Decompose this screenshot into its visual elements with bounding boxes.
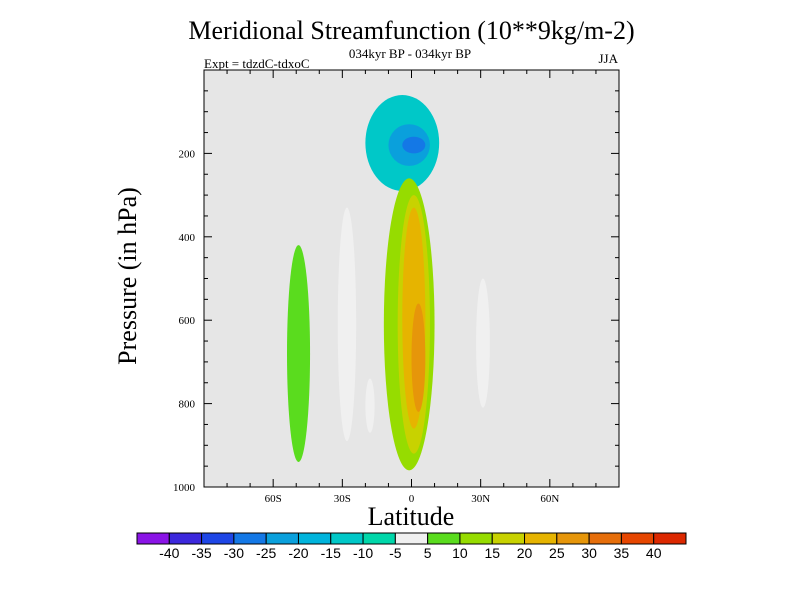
colorbar-swatch [556,532,590,545]
y-tick-label: 600 [179,315,196,327]
colorbar-label: 30 [581,545,597,561]
colorbar-label: -35 [191,545,211,561]
colorbar-swatch [136,532,170,545]
chart-subtitle: 034kyr BP - 034kyr BP [348,46,472,61]
contour-sh-subtropical-negative [337,207,357,442]
colorbar-swatch [459,532,493,545]
experiment-label: Expt = tdzdC-tdxoC [204,56,310,71]
colorbar-swatch [588,532,622,545]
colorbar-swatch [297,532,332,545]
x-tick-label: 30S [334,493,351,505]
colorbar: -40 -35 -30 -25 -20 -15 -10 -5 5 10 15 20 25 30 35 40 [136,532,687,561]
y-tick-label: 800 [179,399,196,411]
colorbar-label: -15 [321,545,341,561]
y-tick-label: 1000 [173,482,196,494]
colorbar-label: 25 [549,545,565,561]
contour-equatorial-positive-peak [411,303,426,412]
colorbar-swatch [330,532,364,545]
x-tick-label: 30N [471,493,490,505]
colorbar-swatch [491,532,526,545]
colorbar-swatch [362,532,396,545]
contour-upper-negative-peak [402,136,426,154]
x-axis-label: Latitude [367,502,455,531]
y-tick-label: 200 [179,148,196,160]
colorbar-swatch [394,532,429,545]
chart-title: Meridional Streamfunction (10**9kg/m-2) [188,16,635,45]
colorbar-swatch [168,532,203,545]
colorbar-label: -10 [353,545,373,561]
colorbar-label: 5 [424,545,432,561]
contour-sh-small-negative [365,378,375,433]
colorbar-label: 35 [614,545,630,561]
colorbar-swatch [653,532,687,545]
colorbar-label: 20 [517,545,533,561]
colorbar-swatch [201,532,235,545]
y-tick-label: 400 [179,232,196,244]
colorbar-swatch [620,532,655,545]
x-tick-label: 60N [540,493,559,505]
colorbar-label: 15 [484,545,500,561]
colorbar-label: -20 [288,545,308,561]
axis-ticks: 60S 30S 0 30N 60N 200 400 600 800 1000 [173,69,620,505]
contour-nh-subtropical-negative [476,278,490,408]
colorbar-swatch [427,532,461,545]
season-label: JJA [598,51,618,66]
x-tick-label: 60S [265,493,282,505]
contour-regions [287,95,490,471]
x-tick-label: 0 [409,493,415,505]
colorbar-swatch [265,532,299,545]
contour-sh-midlat-positive [287,245,311,462]
colorbar-label: 10 [452,545,468,561]
colorbar-label: -30 [224,545,244,561]
colorbar-label: -25 [256,545,276,561]
colorbar-label: 40 [646,545,662,561]
colorbar-swatch [233,532,267,545]
colorbar-label: -5 [389,545,402,561]
colorbar-label: -40 [159,545,179,561]
colorbar-swatch [524,532,558,545]
